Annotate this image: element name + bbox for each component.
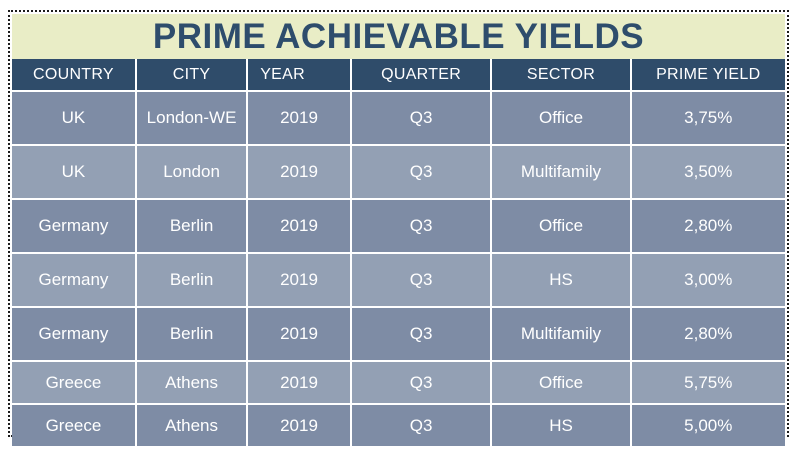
- table-cell: Office: [490, 362, 629, 403]
- table-cell: UK: [61, 108, 86, 127]
- table-cell: Multifamily: [490, 308, 629, 360]
- table-cell: 2019: [246, 405, 350, 446]
- table-cell: 2019: [246, 254, 350, 306]
- table-row: UK London 2019 Q3 Multifamily 3,50%: [12, 144, 785, 198]
- header-cell-city: CITY: [134, 59, 246, 90]
- table-header-row: COUNTRY CITY YEAR QUARTER SECTOR PRIME YIELD: [12, 59, 785, 90]
- table-row: UK London-WE 2019 Q3 Office 3,75%: [12, 90, 785, 144]
- table-cell: 2019: [246, 308, 350, 360]
- table-cell: Germany: [38, 324, 109, 343]
- table-frame: PRIME ACHIEVABLE YIELDS COUNTRY CITY YEAR Q…: [8, 10, 789, 446]
- header-cell-year: YEAR: [246, 59, 350, 90]
- table-cell: London-WE: [134, 92, 246, 144]
- table-cell: 3,50%: [629, 146, 785, 198]
- table-cell: Q3: [349, 405, 491, 446]
- table-row: Germany Berlin 2019 Q3 Multifamily 2,80%: [12, 306, 785, 360]
- header-cell-quarter: QUARTER: [349, 59, 491, 90]
- table-cell: Greece: [45, 415, 102, 435]
- table-cell: 2019: [246, 200, 350, 252]
- table-cell: Multifamily: [490, 146, 629, 198]
- table-title: PRIME ACHIEVABLE YIELDS: [12, 14, 785, 59]
- table-cell: Q3: [349, 254, 491, 306]
- table-cell: 2,80%: [629, 308, 785, 360]
- table-row: Greece Athens 2019 Q3 Office 5,75%: [12, 360, 785, 403]
- table-row: Greece Athens 2019 Q3 HS 5,00%: [12, 403, 785, 446]
- table-cell: Greece: [45, 372, 102, 392]
- table-cell: London: [134, 146, 246, 198]
- header-cell-prime-yield: PRIME YIELD: [629, 59, 785, 90]
- table-cell: Berlin: [134, 254, 246, 306]
- table-cell: HS: [490, 254, 629, 306]
- table-cell: Berlin: [134, 308, 246, 360]
- table-cell: 2019: [246, 146, 350, 198]
- table-cell: Q3: [349, 308, 491, 360]
- table-cell: 3,00%: [629, 254, 785, 306]
- table-cell: 5,75%: [629, 362, 785, 403]
- table-cell: HS: [490, 405, 629, 446]
- table-cell: Q3: [349, 362, 491, 403]
- table-cell: Athens: [134, 362, 246, 403]
- table-row: Germany Berlin 2019 Q3 HS 3,00%: [12, 252, 785, 306]
- table-cell: 2019: [246, 92, 350, 144]
- table-cell: Germany: [38, 216, 109, 235]
- table-cell: 3,75%: [629, 92, 785, 144]
- table-cell: Berlin: [134, 200, 246, 252]
- table-cell: Germany: [38, 270, 109, 289]
- table-cell: Athens: [134, 405, 246, 446]
- table-cell: 2019: [246, 362, 350, 403]
- header-cell-sector: SECTOR: [490, 59, 629, 90]
- table-cell: Q3: [349, 200, 491, 252]
- yields-table: COUNTRY CITY YEAR QUARTER SECTOR PRIME YIELD …: [12, 59, 785, 446]
- table-cell: UK: [61, 162, 86, 181]
- table-cell: Q3: [349, 146, 491, 198]
- header-cell-country: COUNTRY: [32, 65, 114, 83]
- table-cell: Office: [490, 92, 629, 144]
- table-cell: Office: [490, 200, 629, 252]
- table-row: Germany Berlin 2019 Q3 Office 2,80%: [12, 198, 785, 252]
- table-cell: 2,80%: [629, 200, 785, 252]
- table-cell: Q3: [349, 92, 491, 144]
- table-cell: 5,00%: [629, 405, 785, 446]
